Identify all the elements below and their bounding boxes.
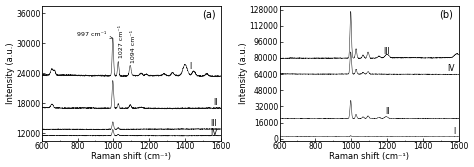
Text: II: II — [385, 107, 389, 116]
Text: (b): (b) — [439, 10, 454, 20]
Text: I: I — [453, 127, 455, 136]
Text: III: III — [210, 119, 217, 128]
X-axis label: Raman shift (cm⁻¹): Raman shift (cm⁻¹) — [329, 152, 409, 161]
Text: 997 cm⁻¹: 997 cm⁻¹ — [77, 32, 112, 39]
Text: I: I — [189, 62, 191, 71]
Text: 1027 cm⁻¹: 1027 cm⁻¹ — [119, 25, 125, 58]
Text: III: III — [384, 47, 391, 56]
Y-axis label: Intensity (a.u.): Intensity (a.u.) — [6, 42, 15, 104]
Y-axis label: Intensity (a.u.): Intensity (a.u.) — [239, 42, 248, 104]
Text: IV: IV — [447, 64, 455, 73]
Text: II: II — [213, 98, 217, 107]
Text: 1094 cm⁻¹: 1094 cm⁻¹ — [131, 30, 137, 63]
Text: IV: IV — [210, 128, 217, 137]
X-axis label: Raman shift (cm⁻¹): Raman shift (cm⁻¹) — [91, 152, 171, 161]
Text: (a): (a) — [202, 10, 216, 20]
